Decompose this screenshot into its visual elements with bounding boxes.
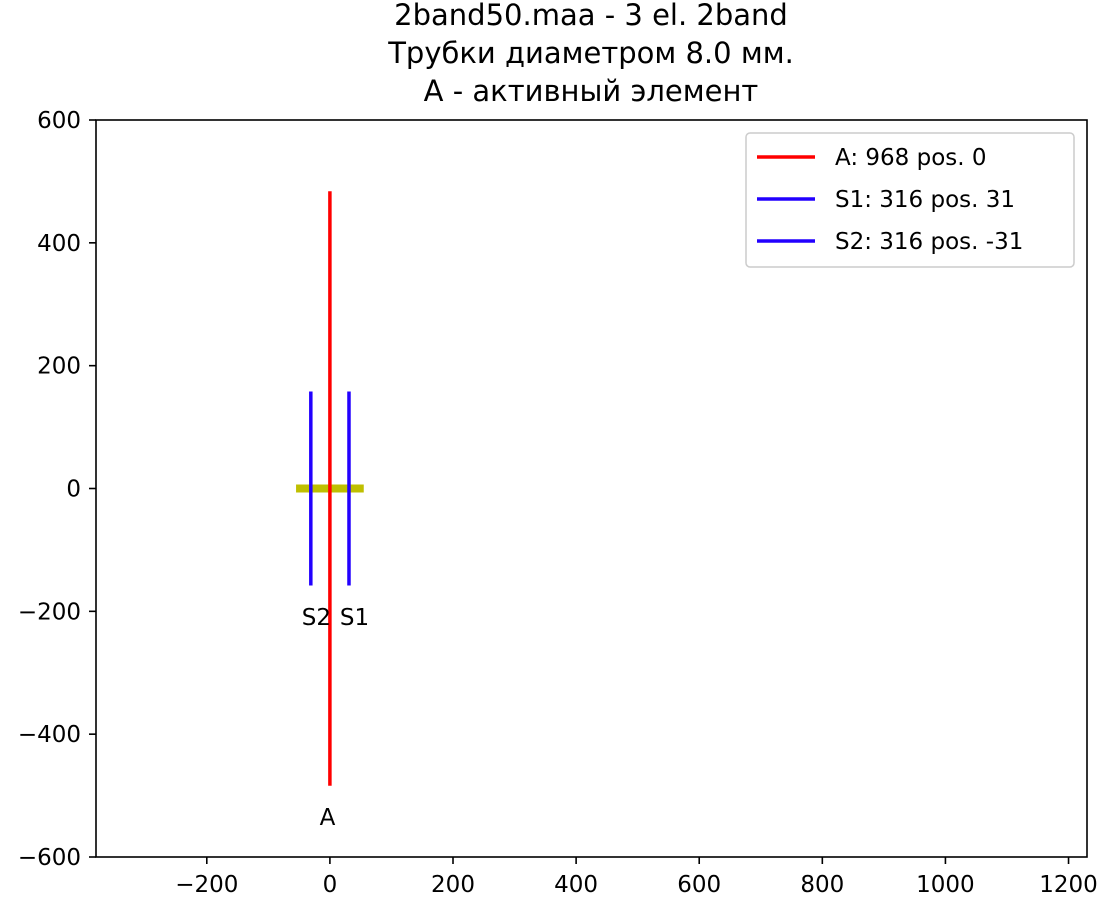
y-tick-label: −400 (18, 722, 81, 748)
y-tick-label: −200 (18, 599, 81, 625)
chart-title-line-3: A - активный элемент (424, 74, 759, 108)
legend-box (745, 132, 1075, 268)
chart-title-line-1: 2band50.maa - 3 el. 2band (394, 0, 788, 32)
element-label-s2: S2 (302, 605, 331, 631)
x-tick-label: 0 (323, 872, 338, 898)
legend-entry-label: S2: 316 pos. -31 (835, 229, 1023, 255)
x-tick-label: 800 (800, 872, 844, 898)
x-tick-label: −200 (175, 872, 238, 898)
chart-title: 2band50.maa - 3 el. 2band Трубки диаметр… (387, 0, 794, 108)
y-tick-label: 200 (37, 354, 81, 380)
legend-entry-label: A: 968 pos. 0 (835, 145, 987, 171)
x-tick-label: 1000 (916, 872, 975, 898)
y-tick-label: 600 (37, 108, 81, 134)
x-tick-label: 200 (431, 872, 475, 898)
x-tick-label: 600 (677, 872, 721, 898)
y-tick-label: −600 (18, 845, 81, 871)
legend: A: 968 pos. 0 S1: 316 pos. 31 S2: 316 pos.… (745, 132, 1075, 268)
legend-entry-label: S1: 316 pos. 31 (835, 187, 1015, 213)
y-tick-label: 0 (66, 477, 81, 503)
x-tick-label: 1200 (1039, 872, 1098, 898)
x-tick-label: 400 (554, 872, 598, 898)
y-tick-label: 400 (37, 231, 81, 257)
plot-area: −200 0 200 400 600 800 1000 1200 −600 −400 −200 0 20… (18, 108, 1098, 898)
element-label-a: A (320, 805, 336, 831)
chart-title-line-2: Трубки диаметром 8.0 мм. (387, 36, 794, 70)
element-label-s1: S1 (340, 605, 369, 631)
